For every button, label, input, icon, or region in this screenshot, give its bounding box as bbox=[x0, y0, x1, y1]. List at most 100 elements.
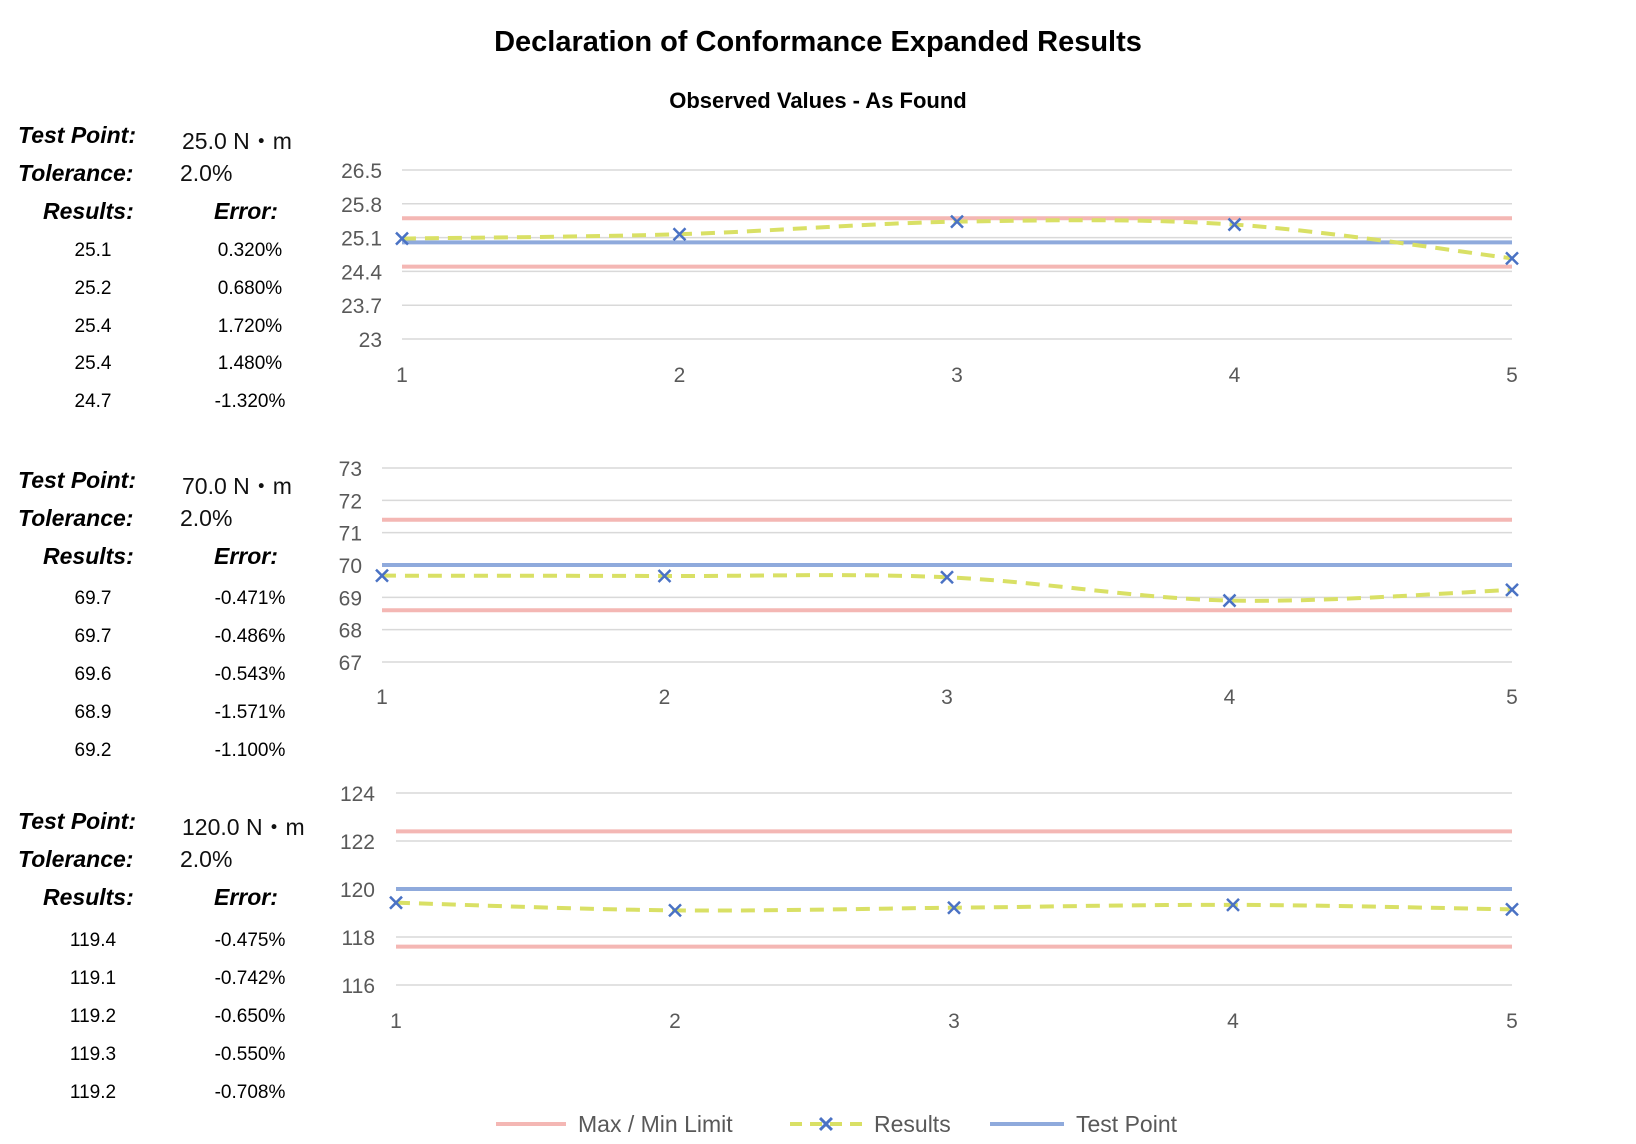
result-marker bbox=[940, 570, 954, 585]
x-tick-label: 3 bbox=[941, 686, 953, 709]
y-tick-label: 118 bbox=[342, 927, 375, 950]
result-value: 119.1 bbox=[69, 968, 117, 989]
result-marker bbox=[950, 214, 964, 229]
x-tick-label: 1 bbox=[376, 686, 388, 709]
result-value: 69.7 bbox=[74, 626, 112, 647]
result-value: 25.4 bbox=[74, 316, 112, 337]
y-tick-label: 67 bbox=[339, 652, 362, 675]
y-tick-label: 70 bbox=[339, 555, 362, 578]
tolerance-label: Tolerance: bbox=[18, 160, 134, 186]
result-value: 24.7 bbox=[74, 391, 112, 412]
error-value: -0.486% bbox=[214, 626, 286, 647]
result-marker bbox=[375, 568, 389, 583]
y-tick-label: 120 bbox=[340, 879, 375, 902]
test-point-value: 120.0 N・m bbox=[182, 814, 305, 840]
tolerance-value: 2.0% bbox=[180, 505, 233, 531]
x-tick-label: 2 bbox=[674, 364, 686, 387]
x-tick-label: 4 bbox=[1229, 364, 1241, 387]
result-marker bbox=[672, 227, 687, 242]
error-value: -0.650% bbox=[214, 1006, 286, 1027]
result-marker bbox=[395, 231, 409, 246]
y-tick-label: 116 bbox=[342, 975, 375, 998]
error-value: -0.550% bbox=[214, 1044, 286, 1065]
result-marker bbox=[1222, 593, 1237, 608]
result-value: 25.1 bbox=[74, 240, 112, 261]
result-marker bbox=[657, 569, 672, 583]
result-value: 119.3 bbox=[69, 1044, 117, 1065]
error-value: -1.100% bbox=[214, 740, 286, 761]
error-value: -1.571% bbox=[214, 702, 286, 723]
result-value: 25.2 bbox=[74, 278, 112, 299]
error-header: Error: bbox=[214, 884, 278, 910]
tolerance-label: Tolerance: bbox=[18, 846, 134, 872]
result-marker bbox=[389, 895, 403, 910]
results-header: Results: bbox=[43, 198, 134, 224]
error-value: -1.320% bbox=[214, 391, 286, 412]
result-marker bbox=[947, 900, 961, 915]
result-value: 68.9 bbox=[74, 702, 112, 723]
error-value: 0.680% bbox=[217, 278, 283, 299]
test-point-label: Test Point: bbox=[18, 467, 136, 493]
y-tick-label: 23.7 bbox=[341, 295, 382, 318]
result-marker bbox=[668, 903, 682, 918]
error-value: -0.543% bbox=[214, 664, 286, 685]
result-value: 69.6 bbox=[74, 664, 112, 685]
tolerance-label: Tolerance: bbox=[18, 505, 134, 531]
test-point-label: Test Point: bbox=[18, 808, 136, 834]
tolerance-value: 2.0% bbox=[180, 160, 233, 186]
result-marker bbox=[1505, 251, 1519, 266]
result-marker bbox=[1226, 897, 1240, 912]
x-tick-label: 4 bbox=[1227, 1010, 1239, 1033]
y-tick-label: 122 bbox=[340, 831, 375, 854]
y-tick-label: 71 bbox=[339, 523, 362, 546]
error-value: -0.475% bbox=[214, 930, 286, 951]
x-tick-label: 2 bbox=[659, 686, 671, 709]
x-tick-label: 3 bbox=[948, 1010, 960, 1033]
y-tick-label: 69 bbox=[339, 587, 362, 610]
x-tick-label: 3 bbox=[951, 364, 963, 387]
y-tick-label: 124 bbox=[340, 783, 375, 806]
error-value: 0.320% bbox=[217, 240, 283, 261]
legend-label-testpoint: Test Point bbox=[1076, 1111, 1178, 1137]
test-point-value: 70.0 N・m bbox=[182, 473, 292, 499]
result-value: 119.4 bbox=[69, 930, 117, 951]
x-tick-label: 5 bbox=[1506, 1010, 1518, 1033]
x-tick-label: 5 bbox=[1506, 686, 1518, 709]
result-value: 69.7 bbox=[74, 588, 112, 609]
error-value: -0.471% bbox=[214, 588, 286, 609]
y-tick-label: 73 bbox=[339, 458, 362, 481]
y-tick-label: 26.5 bbox=[341, 160, 382, 183]
result-value: 119.2 bbox=[69, 1082, 117, 1103]
x-tick-label: 1 bbox=[390, 1010, 402, 1033]
page-title: Declaration of Conformance Expanded Resu… bbox=[494, 26, 1142, 58]
error-value: 1.720% bbox=[217, 316, 283, 337]
page-subtitle: Observed Values - As Found bbox=[669, 88, 967, 113]
legend-label-results: Results bbox=[874, 1111, 951, 1137]
y-tick-label: 25.1 bbox=[341, 228, 382, 251]
result-value: 119.2 bbox=[69, 1006, 117, 1027]
result-marker bbox=[1505, 583, 1519, 597]
tolerance-value: 2.0% bbox=[180, 846, 233, 872]
results-header: Results: bbox=[43, 543, 134, 569]
y-tick-label: 72 bbox=[339, 490, 362, 513]
y-tick-label: 25.8 bbox=[341, 194, 382, 217]
y-tick-label: 24.4 bbox=[341, 261, 382, 284]
result-value: 69.2 bbox=[74, 740, 112, 761]
x-tick-label: 5 bbox=[1506, 364, 1518, 387]
y-tick-label: 23 bbox=[359, 329, 382, 352]
legend-label-limit: Max / Min Limit bbox=[578, 1111, 733, 1137]
test-point-label: Test Point: bbox=[18, 122, 136, 148]
error-header: Error: bbox=[214, 198, 278, 224]
error-value: -0.742% bbox=[214, 968, 286, 989]
result-value: 25.4 bbox=[74, 353, 112, 374]
error-header: Error: bbox=[214, 543, 278, 569]
legend-marker-results: ✕ bbox=[817, 1112, 835, 1137]
x-tick-label: 2 bbox=[669, 1010, 681, 1033]
results-line bbox=[401, 218, 1513, 261]
result-marker bbox=[1227, 217, 1242, 232]
chart-legend: Max / Min Limit ✕ Results Test Point bbox=[496, 1111, 1178, 1137]
y-tick-label: 68 bbox=[339, 620, 362, 643]
test-point-value: 25.0 N・m bbox=[182, 128, 292, 154]
x-tick-label: 4 bbox=[1224, 686, 1236, 709]
